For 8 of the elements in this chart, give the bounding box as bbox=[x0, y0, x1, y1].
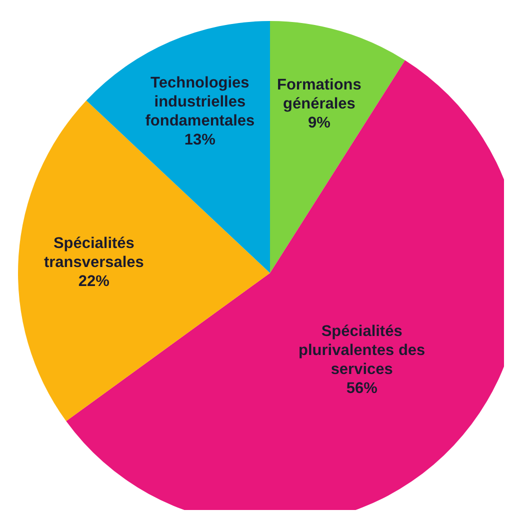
slice-label: Formations générales bbox=[277, 76, 362, 112]
data-label: 56% bbox=[346, 379, 378, 396]
slice-label: Technologies industrielles fondamentales bbox=[145, 74, 255, 130]
data-label: 9% bbox=[308, 114, 331, 132]
slice-label: Spécialités transversales bbox=[44, 234, 144, 270]
data-label: 13% bbox=[184, 131, 216, 148]
slice-label: Spécialités plurivalentes des services bbox=[298, 322, 426, 378]
data-label: 22% bbox=[78, 272, 110, 290]
